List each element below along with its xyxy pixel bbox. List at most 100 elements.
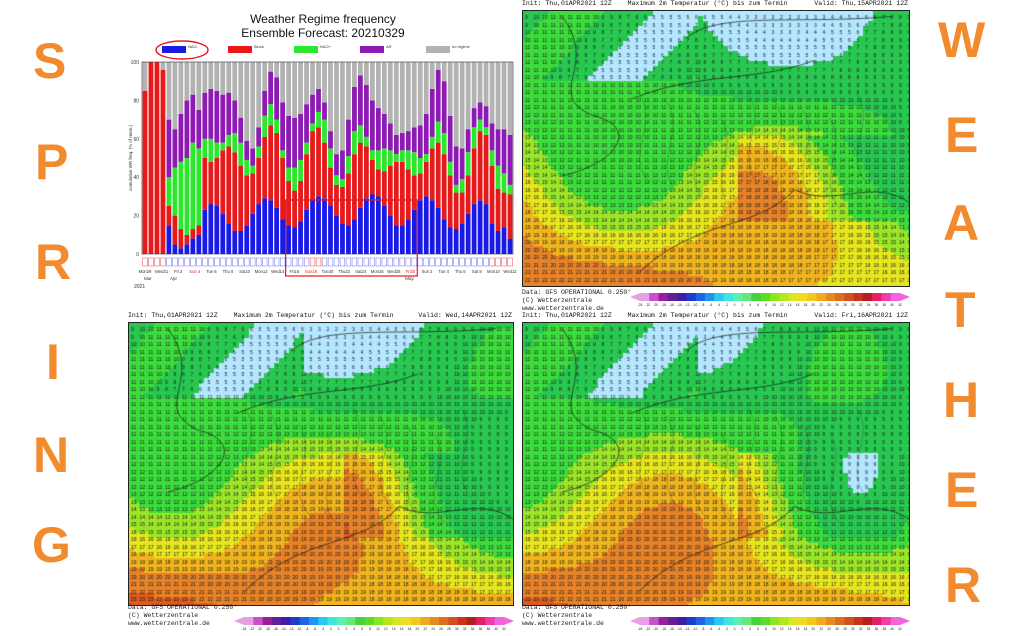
bar-segment bbox=[238, 165, 244, 231]
bar-segment bbox=[184, 234, 190, 245]
bar-segment bbox=[477, 119, 483, 132]
bar-segment bbox=[184, 100, 190, 158]
bar-segment bbox=[208, 88, 214, 139]
temperature-field bbox=[523, 11, 909, 286]
bar-segment bbox=[292, 227, 297, 254]
bar-segment bbox=[477, 200, 483, 254]
regime-indicator bbox=[423, 257, 429, 267]
x-tick-label: Sat24 bbox=[355, 269, 367, 274]
bar-segment bbox=[190, 229, 196, 239]
bar-segment bbox=[334, 154, 339, 176]
bar-segment bbox=[441, 154, 447, 220]
bar-segment bbox=[501, 192, 507, 228]
map-footer: Data: GFS OPERATIONAL 0.250° (C) Wetterz… bbox=[128, 604, 237, 628]
colorbar-segment bbox=[844, 293, 854, 301]
colorbar-segment bbox=[677, 617, 687, 625]
bar-segment bbox=[190, 238, 196, 254]
bar-segment bbox=[250, 165, 256, 174]
bar-segment bbox=[316, 88, 321, 112]
bar-segment bbox=[501, 62, 507, 130]
colorbar-segment bbox=[797, 617, 808, 625]
regime-indicator bbox=[417, 257, 423, 267]
bar-segment bbox=[256, 204, 262, 254]
bar-segment bbox=[423, 196, 429, 254]
colorbar-segment bbox=[788, 293, 799, 301]
bar-segment bbox=[411, 209, 417, 254]
colorbar-tick: 34 bbox=[867, 303, 871, 307]
colorbar-segment bbox=[788, 617, 799, 625]
colorbar-tick: -22 bbox=[646, 303, 651, 307]
bar-segment bbox=[393, 62, 399, 135]
colorbar-tick: 16 bbox=[796, 303, 800, 307]
regime-indicator bbox=[208, 257, 214, 267]
bar-segment bbox=[429, 136, 435, 149]
bar-segment bbox=[471, 62, 477, 109]
colorbar-segment bbox=[770, 293, 780, 301]
colorbar-tick: 38 bbox=[882, 303, 886, 307]
bar-segment bbox=[483, 62, 489, 107]
bar-segment bbox=[465, 129, 471, 153]
bar-segment bbox=[244, 140, 250, 160]
highlight-box bbox=[285, 199, 418, 277]
colorbar-segment bbox=[732, 293, 743, 301]
bar-segment bbox=[208, 62, 214, 89]
bar-segment bbox=[196, 234, 202, 254]
map-url: www.wetterzentrale.de bbox=[128, 620, 210, 627]
bar-segment bbox=[304, 154, 309, 210]
y-axis-label: cumulative WR freq. (% of mem.) bbox=[128, 124, 133, 191]
bar-segment bbox=[262, 62, 268, 91]
legend-swatch bbox=[360, 46, 384, 53]
regime-indicator bbox=[274, 257, 280, 267]
bar-segment bbox=[465, 152, 471, 176]
bar-segment bbox=[405, 62, 411, 132]
colorbar-segment bbox=[318, 617, 328, 625]
bar-segment bbox=[244, 175, 250, 226]
map-data-source: Data: GFS OPERATIONAL 0.250° bbox=[522, 289, 632, 296]
colorbar-segment bbox=[872, 293, 882, 301]
bar-segment bbox=[280, 219, 286, 254]
map-area bbox=[128, 322, 514, 606]
bar-segment bbox=[166, 119, 172, 178]
spring-letter: G bbox=[32, 517, 71, 573]
bar-segment bbox=[298, 113, 303, 160]
map-colorbar: -24 -22 -20 -18 -16 -14 -12 -10 -8 -6 -4 -2 0 2 4 6 8 10 1… bbox=[630, 617, 910, 631]
bar-segment bbox=[352, 154, 357, 220]
bar-segment bbox=[447, 175, 453, 228]
colorbar-tick: 32 bbox=[859, 303, 863, 307]
bar-segment bbox=[178, 229, 184, 249]
bar-segment bbox=[286, 167, 291, 182]
regime-indicator bbox=[393, 257, 399, 267]
map-url: www.wetterzentrale.de bbox=[522, 620, 604, 627]
bar-segment bbox=[453, 184, 459, 193]
regime-indicator bbox=[321, 257, 328, 267]
bar-segment bbox=[292, 190, 297, 228]
colorbar-segment bbox=[420, 617, 431, 625]
bar-segment bbox=[184, 62, 190, 101]
regime-indicator bbox=[375, 257, 381, 267]
colorbar-segment bbox=[742, 617, 752, 625]
colorbar-segment bbox=[835, 293, 845, 301]
bar-segment bbox=[369, 62, 375, 101]
bar-segment bbox=[441, 81, 447, 134]
bar-segment bbox=[358, 75, 363, 126]
bar-segment bbox=[274, 62, 280, 78]
bar-segment bbox=[495, 129, 501, 166]
bar-segment bbox=[435, 69, 441, 122]
map-valid: Valid: Wed,14APR2021 12Z bbox=[418, 312, 512, 319]
colorbar-tick: 10 bbox=[772, 303, 776, 307]
bar-segment bbox=[274, 119, 280, 134]
bar-segment bbox=[411, 175, 417, 210]
bar-segment bbox=[238, 62, 244, 118]
temperature-map-bottom-right: Init: Thu,01APR2021 12Z Maximum 2m Tempe… bbox=[522, 312, 910, 631]
colorbar-segment bbox=[429, 617, 440, 625]
colorbar-segment bbox=[290, 617, 301, 625]
colorbar-tick: 24 bbox=[827, 303, 831, 307]
colorbar-segment bbox=[309, 617, 319, 625]
x-tick-label: Fri16 bbox=[290, 269, 300, 274]
bar-segment bbox=[471, 127, 477, 149]
bar-segment bbox=[459, 62, 465, 149]
bar-segment bbox=[369, 159, 375, 195]
map-url: www.wetterzentrale.de bbox=[522, 305, 604, 312]
bar-segment bbox=[256, 146, 262, 158]
bar-segment bbox=[190, 142, 196, 230]
